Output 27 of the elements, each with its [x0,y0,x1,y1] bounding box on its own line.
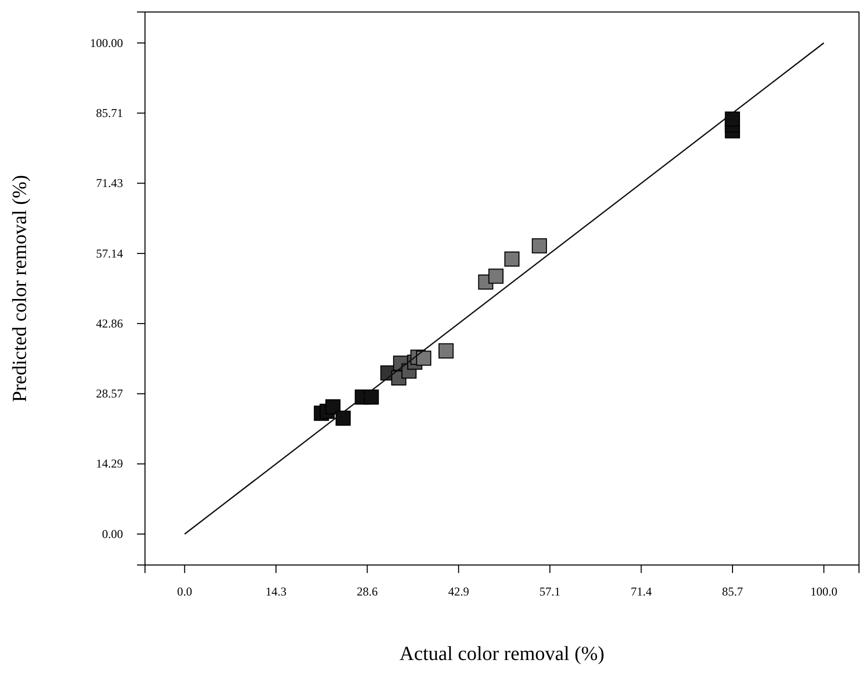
x-tick-label: 71.4 [630,584,652,599]
x-tick-label: 42.9 [448,584,470,599]
y-tick-label: 85.71 [96,106,123,120]
point [364,389,379,405]
x-tick-label: 0.0 [177,584,192,599]
x-tick-label: 14.3 [265,584,286,599]
point [325,399,340,414]
y-axis-title: Predicted color removal (%) [9,174,31,402]
y-tick-label: 57.14 [96,246,123,260]
y-tick-label: 71.43 [96,176,123,190]
x-tick-label: 85.7 [722,584,743,599]
y-tick-label: 100.00 [90,36,123,50]
point [532,238,547,254]
x-tick-label: 100.0 [810,584,838,599]
point [416,350,432,366]
point [504,251,520,267]
y-tick-label: 14.29 [96,456,123,471]
x-tick-label: 28.6 [356,584,378,599]
x-tick-label: 57.1 [539,584,560,599]
y-tick-label: 0.00 [102,526,123,541]
point [438,343,454,358]
point [488,268,504,284]
y-tick-label: 42.86 [96,316,123,330]
point [336,410,351,426]
point [724,111,740,127]
x-axis-title: Actual color removal (%) [400,643,604,665]
y-tick-label: 28.57 [96,386,123,401]
